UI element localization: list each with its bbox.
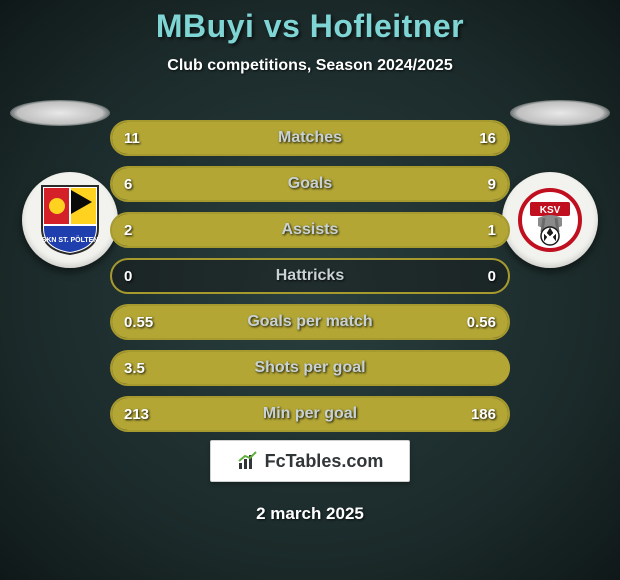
stat-label: Assists — [110, 212, 510, 248]
stat-value-right: 9 — [488, 166, 496, 202]
stat-row: Hattricks0 0 — [110, 258, 510, 294]
crest-skn-icon: SKN ST. PÖLTEN — [40, 184, 100, 256]
stat-value-right: 0 — [488, 258, 496, 294]
fctables-label: FcTables.com — [265, 451, 384, 472]
stats-container: Matches11 16 Goals6 9 Assists2 1 Hattricks0 0 Go… — [110, 120, 510, 442]
page-title: MBuyi vs Hofleitner — [0, 0, 620, 45]
stat-row: Goals per match0.55 0.56 — [110, 304, 510, 340]
stat-label: Min per goal — [110, 396, 510, 432]
stat-row: Min per goal213 186 — [110, 396, 510, 432]
fctables-link[interactable]: FcTables.com — [210, 440, 410, 482]
svg-text:SKN ST. PÖLTEN: SKN ST. PÖLTEN — [42, 235, 99, 244]
stat-label: Matches — [110, 120, 510, 156]
stat-value-left: 11 — [124, 120, 140, 156]
stat-row: Goals6 9 — [110, 166, 510, 202]
stat-label: Goals per match — [110, 304, 510, 340]
stat-label: Goals — [110, 166, 510, 202]
subtitle: Club competitions, Season 2024/2025 — [0, 57, 620, 75]
stat-value-left: 0 — [124, 258, 132, 294]
player-right-shadow — [510, 100, 610, 126]
stat-value-right: 16 — [479, 120, 496, 156]
crest-ksv-icon: KSV — [518, 188, 582, 252]
stat-value-left: 0.55 — [124, 304, 153, 340]
date-label: 2 march 2025 — [0, 504, 620, 524]
club-badge-right: KSV — [502, 172, 598, 268]
stat-row: Assists2 1 — [110, 212, 510, 248]
club-badge-left: SKN ST. PÖLTEN — [22, 172, 118, 268]
player-left-shadow — [10, 100, 110, 126]
stat-value-right: 186 — [471, 396, 496, 432]
stat-value-right: 1 — [488, 212, 496, 248]
chart-icon — [237, 451, 259, 471]
stat-value-right: 0.56 — [467, 304, 496, 340]
stat-value-left: 6 — [124, 166, 132, 202]
stat-label: Hattricks — [110, 258, 510, 294]
stat-row: Matches11 16 — [110, 120, 510, 156]
svg-text:KSV: KSV — [540, 205, 561, 216]
stat-value-left: 2 — [124, 212, 132, 248]
stat-value-left: 213 — [124, 396, 149, 432]
stat-row: Shots per goal3.5 — [110, 350, 510, 386]
stat-label: Shots per goal — [110, 350, 510, 386]
stat-value-left: 3.5 — [124, 350, 145, 386]
